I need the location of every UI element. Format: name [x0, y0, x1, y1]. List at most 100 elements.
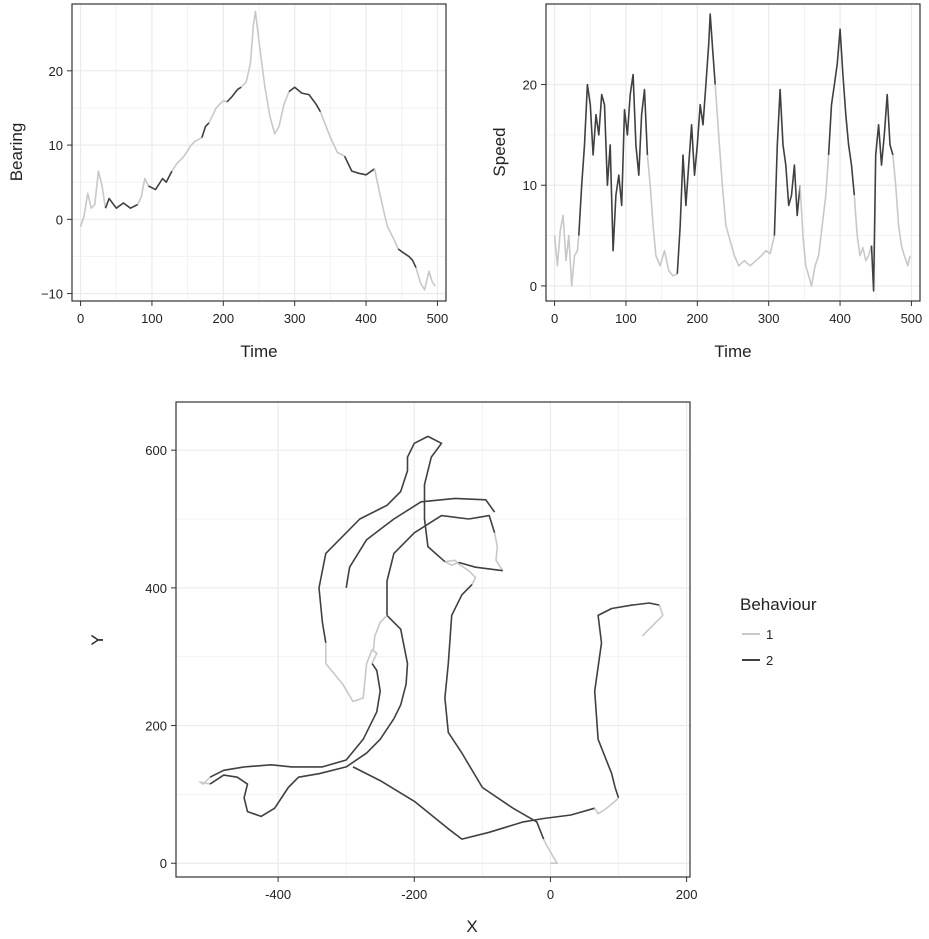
speed-x-tick-label: 400 — [829, 311, 851, 326]
bearing-y-tick-label: 0 — [56, 212, 63, 227]
speed-grid — [546, 4, 920, 301]
bearing-segment-behaviour-1 — [79, 170, 107, 228]
speed-x-tick-label: 100 — [615, 311, 637, 326]
speed-x-tick-label: 0 — [551, 311, 558, 326]
speed-segment-behaviour-1 — [892, 154, 911, 267]
track-y-tick-label: 600 — [145, 443, 167, 458]
speed-series — [553, 13, 911, 292]
track-segment-behaviour-1 — [372, 614, 388, 650]
speed-y-tick-label: 0 — [530, 279, 537, 294]
speed-y-tick-label: 20 — [523, 78, 537, 93]
speed-panel: 0 100 200 300 400 500 0 10 20 Time Speed — [490, 3, 922, 361]
track-segment-behaviour-2 — [244, 663, 382, 768]
bearing-segment-behaviour-2 — [343, 155, 376, 176]
bearing-segment-behaviour-2 — [288, 86, 322, 113]
track-segment-behaviour-1 — [444, 559, 477, 585]
bearing-segment-behaviour-1 — [415, 267, 436, 291]
track-segment-behaviour-2 — [209, 766, 245, 778]
track-segment-behaviour-2 — [352, 766, 595, 840]
legend: Behaviour 1 2 — [740, 595, 817, 668]
track-segment-behaviour-1 — [493, 532, 504, 572]
bearing-x-label: Time — [240, 342, 277, 361]
bearing-segment-behaviour-2 — [104, 197, 139, 209]
speed-segment-behaviour-1 — [799, 154, 830, 287]
bearing-segment-behaviour-1 — [171, 136, 203, 172]
speed-segment-behaviour-1 — [714, 84, 776, 267]
bearing-x-tick-label: 300 — [284, 311, 306, 326]
bearing-y-axis: −10 0 10 20 — [41, 64, 72, 302]
bearing-segment-behaviour-1 — [136, 177, 150, 205]
bearing-y-label: Bearing — [7, 123, 26, 182]
bearing-x-tick-label: 500 — [427, 311, 449, 326]
track-x-tick-label: -200 — [401, 887, 427, 902]
speed-segment-behaviour-2 — [578, 73, 649, 252]
bearing-panel: 0 100 200 300 400 500 −10 0 10 20 Time Bearing — [7, 3, 448, 361]
bearing-segment-behaviour-2 — [201, 122, 210, 138]
bearing-plot-frame — [71, 3, 447, 302]
track-segment-behaviour-2 — [209, 718, 395, 818]
speed-plot-frame — [545, 3, 921, 302]
bearing-segment-behaviour-1 — [319, 111, 345, 157]
speed-x-axis: 0 100 200 300 400 500 — [551, 301, 922, 326]
bearing-segment-behaviour-2 — [226, 86, 242, 103]
track-x-tick-label: -400 — [265, 887, 291, 902]
bearing-segment-behaviour-2 — [397, 248, 417, 268]
bearing-grid — [72, 4, 446, 301]
bearing-y-tick-label: 20 — [49, 64, 63, 79]
speed-segment-behaviour-2 — [773, 88, 801, 236]
track-x-tick-label: 0 — [547, 887, 554, 902]
track-y-label: Y — [88, 634, 107, 645]
track-segment-behaviour-2 — [318, 435, 446, 644]
bearing-x-tick-label: 400 — [355, 311, 377, 326]
track-segment-behaviour-1 — [199, 776, 211, 785]
track-y-tick-label: 200 — [145, 719, 167, 734]
speed-segment-behaviour-1 — [646, 154, 678, 277]
track-segment-behaviour-2 — [386, 514, 496, 616]
speed-segment-behaviour-2 — [870, 93, 894, 292]
track-x-tick-label: 200 — [676, 887, 698, 902]
legend-title: Behaviour — [740, 595, 817, 614]
bearing-segment-behaviour-1 — [208, 99, 228, 124]
track-segment-behaviour-1 — [542, 838, 559, 865]
bearing-x-tick-label: 200 — [212, 311, 234, 326]
track-y-tick-label: 0 — [160, 856, 167, 871]
bearing-segment-behaviour-1 — [240, 10, 290, 135]
legend-label-1: 1 — [766, 627, 773, 642]
speed-x-tick-label: 200 — [686, 311, 708, 326]
speed-segment-behaviour-1 — [553, 214, 580, 287]
speed-segment-behaviour-1 — [853, 195, 873, 262]
track-panel: -400 -200 0 200 0 200 400 600 X Y — [88, 401, 697, 936]
track-segment-behaviour-2 — [593, 602, 660, 799]
legend-item: 1 — [742, 627, 773, 642]
track-segment-behaviour-2 — [444, 583, 545, 840]
track-x-axis: -400 -200 0 200 — [265, 877, 697, 902]
legend-item: 2 — [742, 653, 773, 668]
speed-x-tick-label: 300 — [758, 311, 780, 326]
speed-segment-behaviour-2 — [827, 28, 856, 196]
track-segment-behaviour-2 — [386, 614, 409, 720]
bearing-segment-behaviour-1 — [373, 168, 399, 250]
bearing-y-tick-label: −10 — [41, 287, 63, 302]
bearing-x-tick-label: 100 — [141, 311, 163, 326]
track-grid — [176, 402, 690, 877]
track-series — [199, 435, 664, 865]
legend-label-2: 2 — [766, 653, 773, 668]
track-x-label: X — [466, 917, 477, 936]
track-segment-behaviour-2 — [345, 497, 496, 589]
track-plot-frame — [175, 401, 691, 878]
track-y-tick-label: 400 — [145, 581, 167, 596]
track-segment-behaviour-1 — [641, 604, 664, 637]
bearing-x-tick-label: 0 — [77, 311, 84, 326]
speed-segment-behaviour-2 — [676, 13, 716, 274]
speed-y-axis: 0 10 20 — [523, 78, 546, 294]
track-segment-behaviour-1 — [324, 642, 378, 703]
speed-x-tick-label: 500 — [901, 311, 923, 326]
track-y-axis: 0 200 400 600 — [145, 443, 176, 871]
speed-y-label: Speed — [490, 127, 509, 176]
track-segment-behaviour-2 — [458, 561, 503, 572]
speed-x-label: Time — [714, 342, 751, 361]
bearing-x-axis: 0 100 200 300 400 500 — [77, 301, 448, 326]
bearing-y-tick-label: 10 — [49, 138, 63, 153]
bearing-segment-behaviour-2 — [148, 170, 173, 191]
